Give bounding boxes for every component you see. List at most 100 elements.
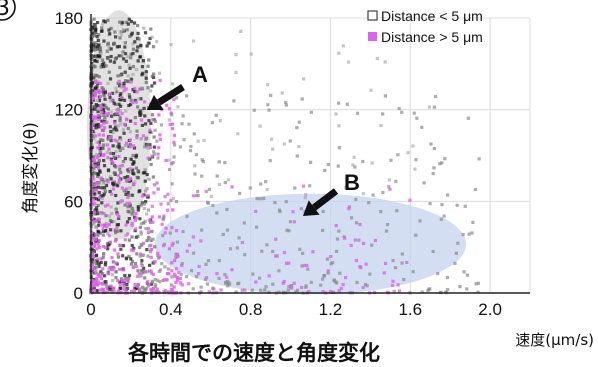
data-point [94,89,98,93]
data-point [98,113,102,118]
data-point [304,284,308,288]
data-point [131,265,135,270]
data-point [105,178,109,182]
data-point [172,155,176,159]
data-point [119,170,123,175]
x-axis-label: 速度(μm/s) [515,331,594,349]
data-point [126,193,131,197]
data-point [90,230,94,235]
data-point [119,92,123,96]
data-point [411,270,415,274]
data-point [110,290,114,294]
data-point [299,207,303,211]
data-point [357,238,361,242]
data-point [160,222,164,226]
data-point [127,201,132,205]
data-point [150,154,154,158]
data-point [136,205,141,209]
data-point [106,107,110,111]
data-point [157,146,161,150]
data-point [157,113,161,117]
data-point [130,168,135,172]
data-point [125,28,129,32]
data-point [131,42,135,46]
data-point [294,290,298,294]
data-point [90,201,94,205]
data-point [99,104,103,108]
data-point [260,249,264,253]
data-point [302,77,306,81]
data-point [108,99,113,103]
data-point [101,107,105,111]
data-point [90,203,94,207]
data-point [114,261,118,265]
data-point [290,284,294,288]
data-point [341,44,345,48]
data-point [109,284,113,288]
data-point [174,199,179,204]
data-point [96,161,100,165]
data-point [139,243,143,247]
data-point [101,113,105,117]
data-point [389,158,393,162]
data-point [103,20,108,24]
data-point [122,287,127,292]
data-point [131,100,135,104]
data-point [91,25,95,29]
data-point [415,116,419,120]
data-point [122,81,126,86]
data-point [453,261,457,265]
data-point [136,269,140,273]
data-point [93,202,97,206]
data-point [116,107,120,111]
data-point [476,281,480,285]
data-point [131,88,135,92]
data-point [147,41,151,45]
data-point [473,187,477,192]
data-point [110,273,115,277]
data-point [114,207,118,211]
data-point [114,125,118,129]
data-point [146,156,150,160]
data-point [112,127,116,131]
data-point [353,238,357,242]
data-point [363,282,368,287]
data-point [130,212,134,216]
data-point [93,86,98,90]
data-point [116,201,120,205]
data-point [121,146,125,150]
data-point [146,64,150,68]
data-point [114,230,118,235]
data-point [344,185,348,189]
chart-title: 各時間での速度と角度変化 [127,341,380,365]
data-point [467,232,471,236]
data-point [458,284,462,289]
data-point [426,288,430,293]
data-point [148,250,153,254]
data-point [101,226,105,231]
data-point [151,220,155,224]
data-point [136,23,140,28]
data-point [133,86,137,91]
data-point [92,266,96,271]
data-point [138,225,142,230]
data-point [94,266,99,270]
legend-marker-far [368,32,377,41]
data-point [133,121,137,126]
data-point [96,109,100,114]
data-point [105,285,109,289]
data-point [136,31,140,35]
data-point [383,261,388,266]
data-point [117,79,121,83]
data-point [127,276,131,280]
data-point [101,65,106,69]
data-point [336,164,340,168]
data-point [118,84,122,88]
data-point [170,288,175,292]
data-point [178,276,182,281]
data-point [429,142,433,146]
data-point [90,282,94,287]
data-point [135,252,139,256]
data-point [93,212,97,216]
data-point [100,281,104,285]
